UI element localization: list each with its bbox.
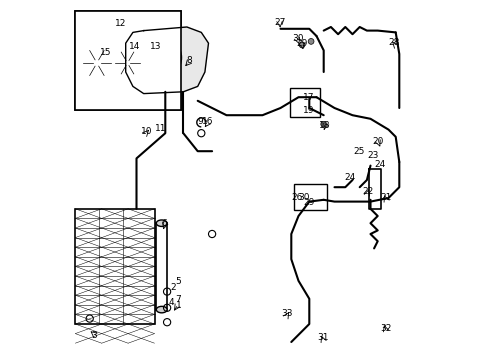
Ellipse shape: [156, 220, 167, 226]
Circle shape: [307, 39, 313, 44]
Bar: [75, 209, 154, 324]
Text: 13: 13: [150, 42, 162, 51]
Bar: [156, 223, 167, 310]
Polygon shape: [125, 27, 208, 94]
Bar: [75, 11, 181, 110]
Text: 17: 17: [302, 94, 313, 103]
Text: 11: 11: [155, 125, 166, 134]
Bar: [75, 11, 181, 110]
Text: 32: 32: [379, 324, 390, 333]
Text: 14: 14: [129, 42, 141, 51]
Text: 22: 22: [361, 187, 372, 196]
Text: 5: 5: [175, 277, 181, 286]
Text: 2: 2: [170, 284, 176, 293]
Text: 6: 6: [162, 220, 167, 229]
Text: 12: 12: [115, 19, 126, 28]
Text: 30: 30: [298, 193, 309, 202]
Text: 20: 20: [372, 137, 383, 146]
Text: 33: 33: [281, 310, 292, 319]
Text: 9: 9: [197, 117, 203, 126]
Text: 31: 31: [317, 333, 328, 342]
Bar: [289, 88, 320, 117]
Text: 27: 27: [274, 18, 285, 27]
Text: 8: 8: [186, 56, 192, 65]
Text: 4: 4: [169, 298, 174, 307]
Text: 16: 16: [202, 117, 213, 126]
Ellipse shape: [156, 306, 167, 313]
Text: 30: 30: [291, 35, 303, 44]
Text: 26: 26: [291, 193, 303, 202]
Text: 7: 7: [175, 295, 181, 304]
Text: 19: 19: [302, 107, 313, 116]
Bar: [294, 184, 326, 210]
Text: 10: 10: [141, 127, 152, 136]
Text: 24: 24: [344, 173, 355, 182]
Text: 1: 1: [176, 302, 182, 310]
Text: 23: 23: [366, 151, 378, 160]
Text: 15: 15: [100, 48, 111, 57]
Text: 28: 28: [388, 38, 399, 47]
Text: 24: 24: [373, 161, 385, 170]
Text: 29: 29: [296, 40, 307, 49]
Text: 25: 25: [352, 148, 364, 156]
Text: 3: 3: [91, 331, 97, 340]
Text: 21: 21: [379, 193, 390, 202]
Circle shape: [299, 42, 305, 48]
Circle shape: [320, 121, 326, 127]
Text: 29: 29: [302, 198, 314, 207]
Text: 18: 18: [319, 121, 330, 130]
